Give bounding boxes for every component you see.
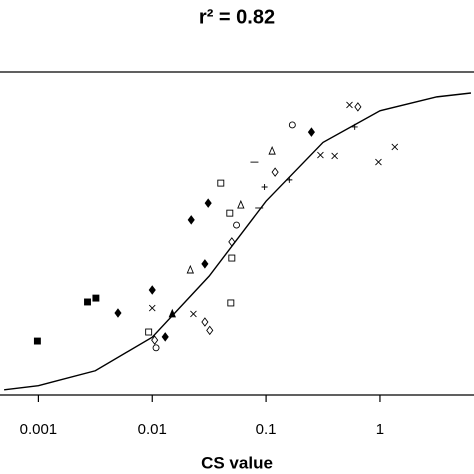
marker [114,308,122,318]
marker [152,344,160,352]
marker [206,325,214,336]
marker [201,317,209,327]
marker [261,183,268,190]
marker [228,237,236,247]
marker [233,221,240,229]
x-tick-label: 0.1 [256,421,277,438]
marker [307,127,315,137]
marker [84,298,91,306]
marker [271,167,279,177]
marker [148,285,156,295]
marker [33,337,41,345]
marker [331,152,338,160]
x-tick-label: 0.001 [20,421,58,438]
marker [237,199,245,209]
marker [228,254,236,262]
marker [217,179,225,187]
fit-curve [4,92,472,391]
marker [346,101,353,109]
marker [161,332,169,342]
marker [375,158,382,166]
marker [391,143,399,151]
marker [148,304,156,312]
marker [354,102,362,112]
marker [145,328,153,336]
marker [190,310,197,318]
marker [151,335,159,345]
x-tick-label: 1 [376,421,384,438]
marker [227,299,235,307]
marker [204,198,212,208]
chart-title: r² = 0.82 [199,6,275,28]
marker [226,209,234,217]
marker [286,176,293,183]
marker [187,215,195,225]
marker [201,259,209,269]
marker [186,264,195,274]
marker [288,121,296,129]
marker [351,123,358,130]
marker [268,145,276,155]
marker [168,308,176,318]
marker [92,294,100,302]
x-axis-label: CS value [201,453,273,472]
marker [317,151,324,159]
x-tick-label: 0.01 [138,421,167,438]
